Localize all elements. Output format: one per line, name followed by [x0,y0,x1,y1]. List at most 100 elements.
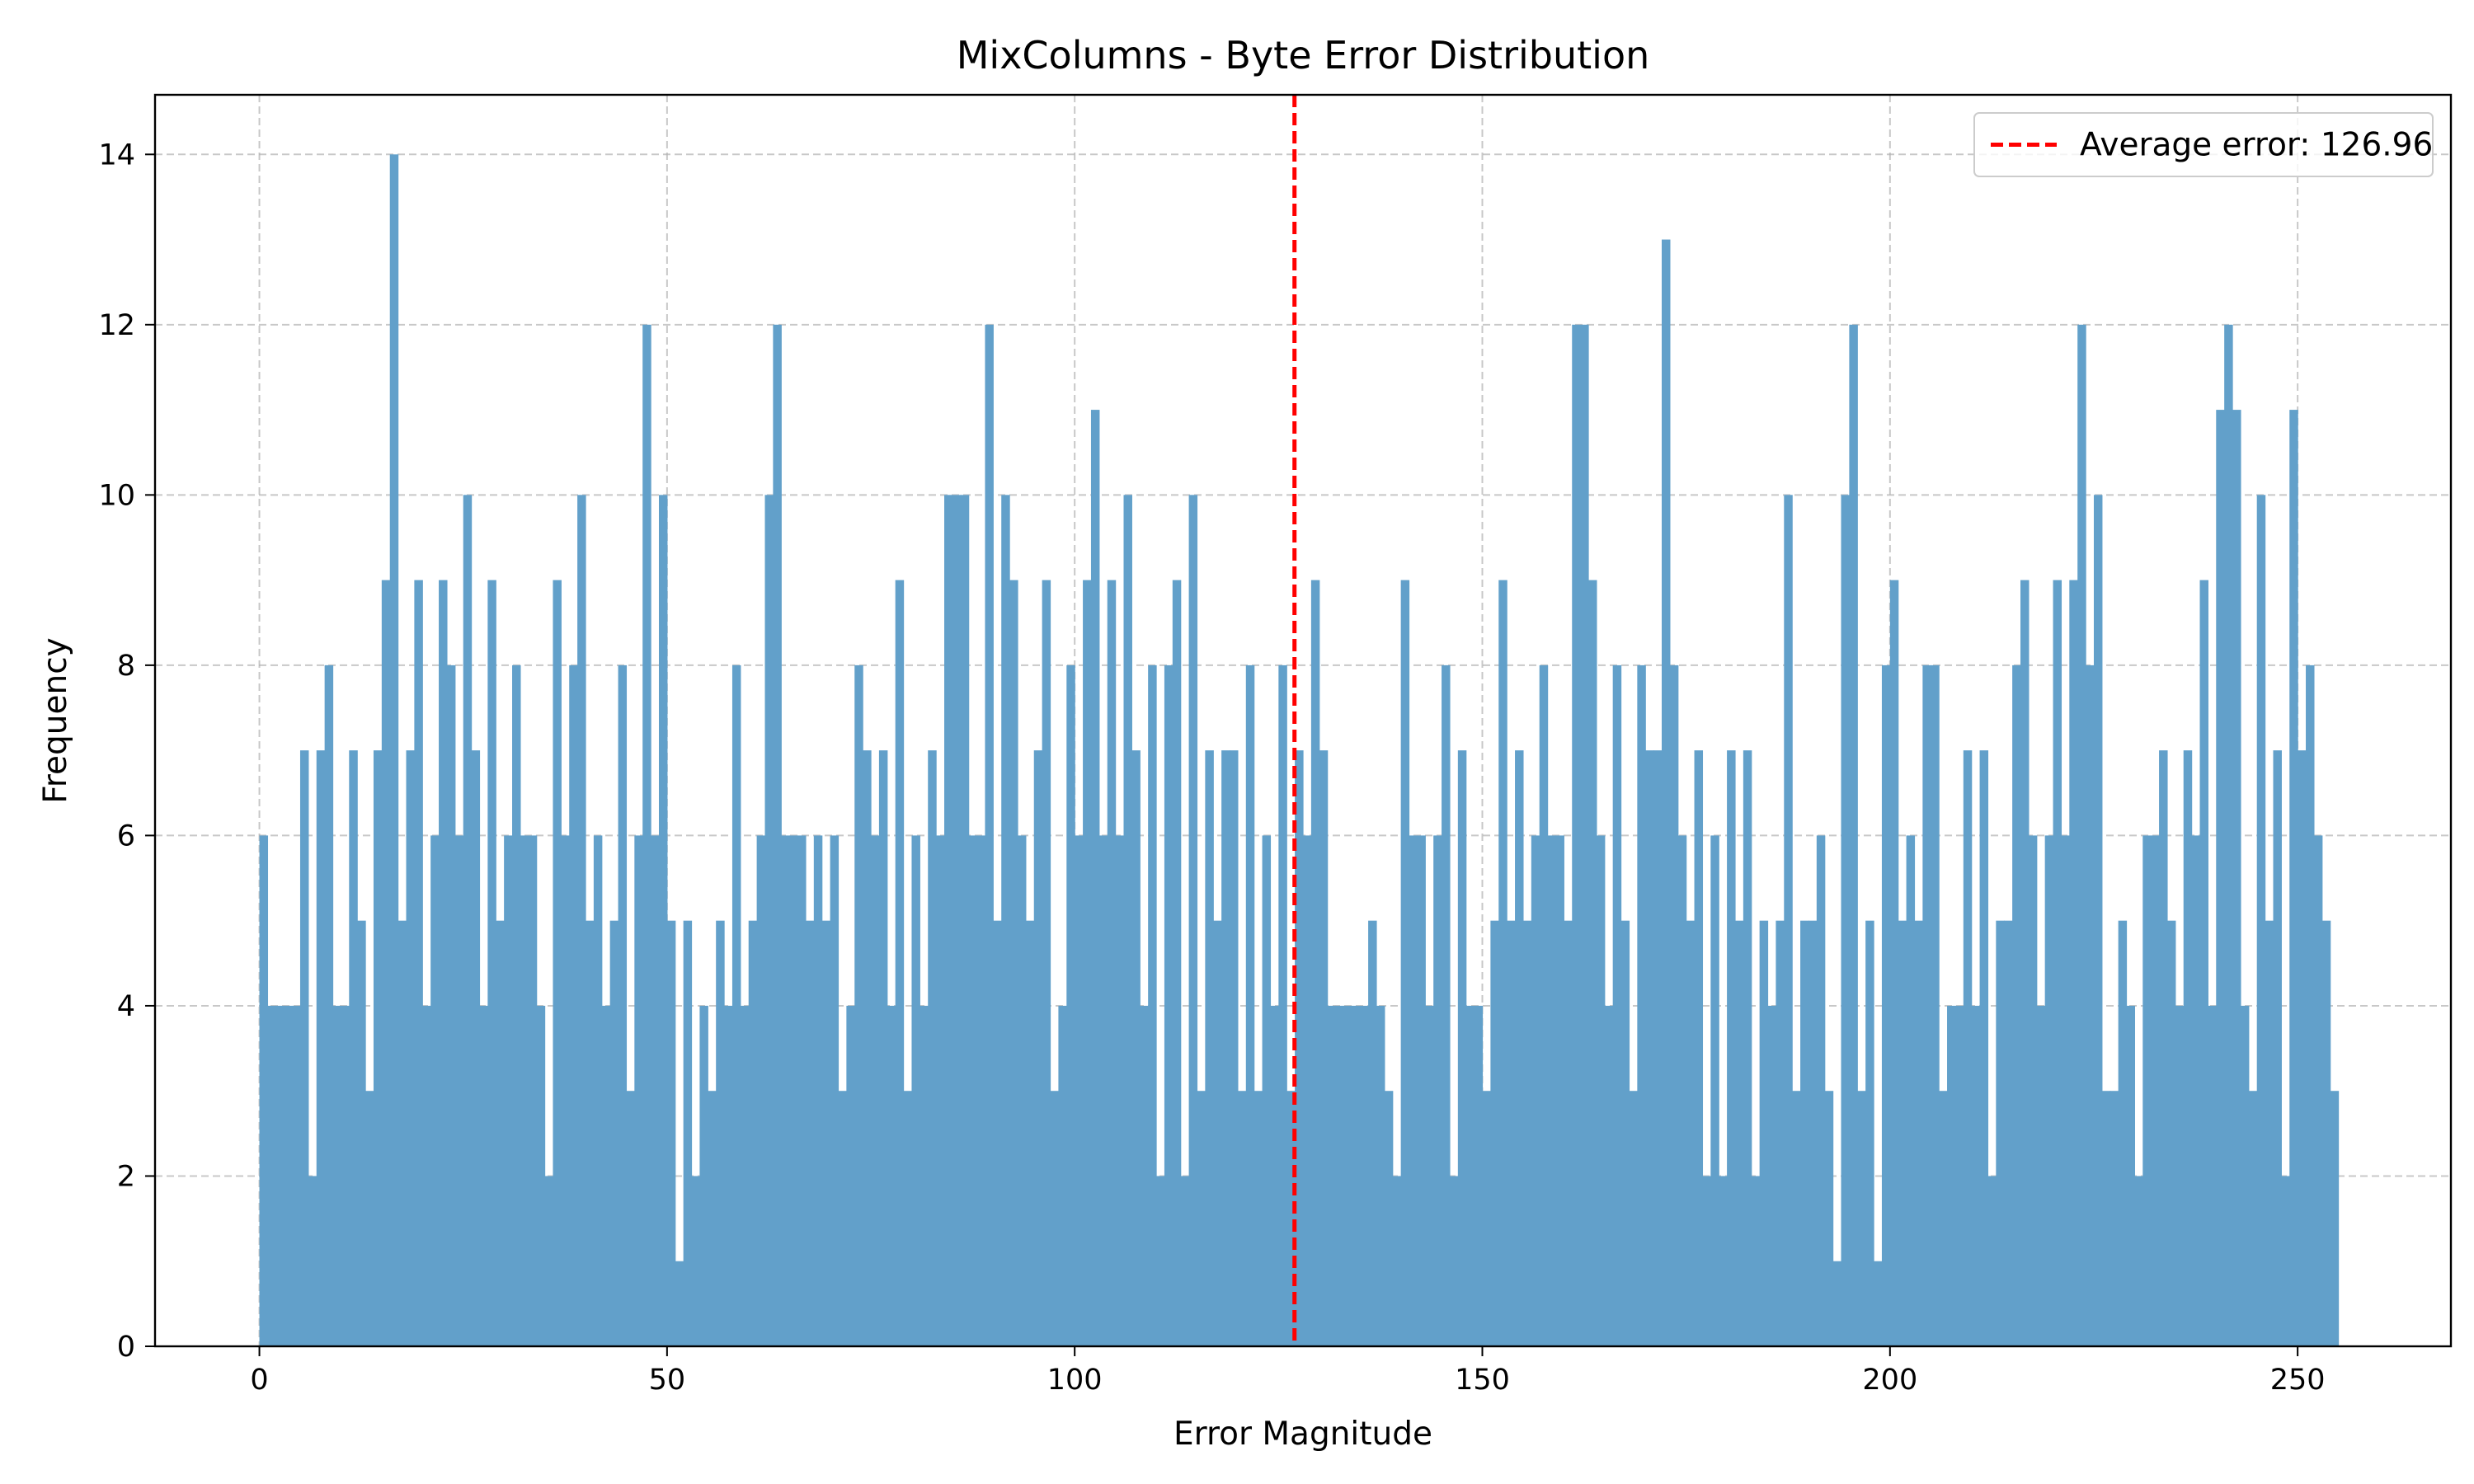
histogram-bar [1808,920,1818,1346]
legend: Average error: 126.96 [1973,112,2434,177]
histogram-bar [944,495,953,1346]
histogram-bar [2191,835,2201,1346]
legend-label: Average error: 126.96 [2080,127,2433,164]
histogram-bar [1841,495,1850,1346]
histogram-bar [1425,1005,1434,1346]
histogram-bar [846,1005,855,1346]
histogram-bar [2086,665,2095,1346]
histogram-bar [993,920,1002,1346]
x-axis-label: Error Magnitude [1174,1416,1432,1453]
histogram-bar [1172,580,1182,1346]
histogram-bar [666,920,676,1346]
histogram-bar [2101,1091,2111,1346]
histogram-bar [756,835,766,1346]
histogram-bar [2224,324,2233,1347]
histogram-bar [1384,1091,1394,1346]
histogram-bar [1392,1176,1402,1346]
histogram-bar [1295,750,1304,1346]
histogram-bar [1767,1005,1777,1346]
histogram-bar [1360,1005,1369,1346]
histogram-bar [1474,1005,1484,1346]
histogram-bar [1303,835,1312,1346]
histogram-bar [2289,410,2298,1346]
histogram-bar [903,1091,913,1346]
histogram-bar [2109,1091,2119,1346]
histogram-bar [1237,1091,1247,1346]
histogram-bar [1417,835,1426,1346]
histogram-bar [2028,835,2038,1346]
histogram-bar [2265,920,2274,1346]
histogram-bar [1572,324,1581,1347]
histogram-bar [871,835,880,1346]
chart-title: MixColumns - Byte Error Distribution [957,33,1650,77]
histogram-bar [1253,1091,1263,1346]
histogram-bar [2256,495,2266,1346]
histogram-bar [1017,835,1027,1346]
histogram-bar [2240,1005,2250,1346]
histogram-bar [381,580,391,1346]
histogram-bar [2298,750,2307,1346]
histogram-bar [1042,580,1051,1346]
histogram-bar [1931,665,1940,1346]
histogram-bar [1343,1005,1352,1346]
histogram-bar [1564,920,1573,1346]
histogram-bar [2232,410,2241,1346]
histogram-bar [1131,750,1141,1346]
histogram-bar [1979,750,1989,1346]
histogram-bar [830,835,840,1346]
histogram-bar [2012,665,2021,1346]
histogram-bar [512,665,521,1346]
histogram-bar [2321,920,2331,1346]
histogram-bar [2183,750,2193,1346]
histogram-bar [2093,495,2103,1346]
histogram-bar [1352,1005,1361,1346]
axes-frame [153,93,2453,1348]
histogram-bar [528,835,538,1346]
histogram-bar [520,835,529,1346]
histogram-bar [2306,665,2315,1346]
histogram-bar [976,835,986,1346]
histogram-bar [2175,1005,2185,1346]
y-tick-label: 8 [117,650,135,683]
histogram-bar [716,920,725,1346]
histogram-bar [683,920,693,1346]
histogram-bar [805,920,815,1346]
y-tick-label: 0 [117,1331,135,1364]
histogram-bar [838,1091,847,1346]
histogram-bar [1792,1091,1801,1346]
histogram-bar [1433,835,1442,1346]
histogram-bar [275,1005,285,1346]
histogram-bar [1033,750,1043,1346]
histogram-bar [536,1005,546,1346]
histogram-bar [1050,1091,1060,1346]
histogram-bar [797,835,807,1346]
histogram-bar [1800,920,1809,1346]
histogram-bar [1759,920,1769,1346]
histogram-bar [1368,920,1377,1346]
histogram-bar [1164,665,1174,1346]
histogram-bar [308,1176,317,1346]
histogram-bar [1400,580,1410,1346]
histogram-bar [1262,835,1272,1346]
histogram-bar [2134,1176,2143,1346]
x-tick-label: 150 [1455,1364,1510,1397]
histogram-bar [1776,920,1785,1346]
histogram-bar [854,665,863,1346]
histogram-bar [1939,1091,1948,1346]
histogram-bar [878,750,888,1346]
histogram-bar [1075,835,1084,1346]
histogram-bar [1555,835,1564,1346]
histogram-bar [1327,1005,1337,1346]
histogram-bar [1197,1091,1206,1346]
histogram-bar [1522,920,1532,1346]
histogram-bar [1906,835,1916,1346]
histogram-bar [740,1005,750,1346]
histogram-bar [1107,580,1117,1346]
legend-box [1973,112,2434,177]
histogram-bar [985,324,994,1347]
histogram-bar [324,665,334,1346]
histogram-bar [1465,1005,1475,1346]
histogram-bar [1816,835,1826,1346]
histogram-bar [1245,665,1255,1346]
histogram-bar [373,750,383,1346]
